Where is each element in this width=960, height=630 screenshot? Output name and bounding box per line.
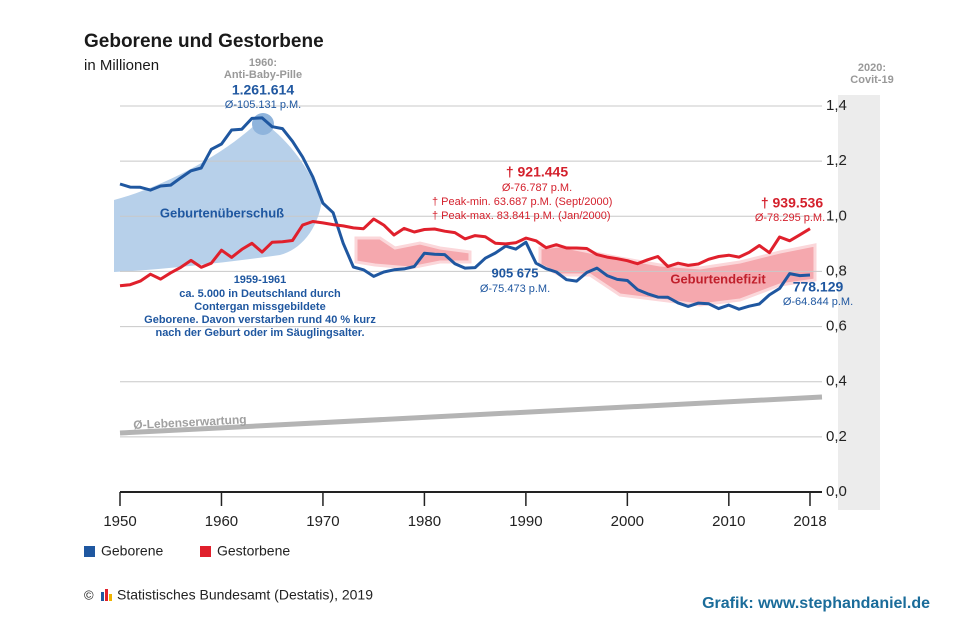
x-tick-label: 2000 <box>611 513 644 530</box>
annotation: 1.261.614 <box>232 82 294 98</box>
legend-label: Geborene <box>101 543 163 559</box>
x-tick-label: 1970 <box>306 513 339 530</box>
annotation: Ø-78.295 p.M. <box>755 212 825 224</box>
y-tick-label: 0,4 <box>826 373 847 390</box>
series-line <box>119 116 811 311</box>
annotation: Geburtenüberschuß <box>160 205 284 220</box>
annotation: † 939.536 <box>761 195 823 211</box>
chart-title: Geborene und Gestorbene <box>84 31 324 52</box>
x-tick-label: 1960 <box>205 513 238 530</box>
annotation: 1960: <box>249 57 277 69</box>
annotation: † Peak-max. 83.841 p.M. (Jan/2000) <box>432 210 611 222</box>
y-tick-label: 0,2 <box>826 428 847 445</box>
annotation: Contergan missgebildete <box>194 301 325 313</box>
annotation: Covit-19 <box>850 74 893 86</box>
x-tick-label: 2018 <box>793 513 826 530</box>
chart-subtitle: in Millionen <box>84 57 159 74</box>
annotation: Ø-64.844 p.M. <box>783 296 853 308</box>
annotation: † Peak-min. 63.687 p.M. (Sept/2000) <box>432 196 612 208</box>
y-tick-label: 1,2 <box>826 152 847 169</box>
y-tick-label: 0,6 <box>826 318 847 335</box>
annotation: Geborene. Davon verstarben rund 40 % kur… <box>144 314 376 326</box>
annotation: 778.129 <box>793 279 844 295</box>
legend-label: Gestorbene <box>217 543 290 559</box>
y-tick-label: 1,4 <box>826 97 847 114</box>
annotation: Ø-75.473 p.M. <box>480 283 550 295</box>
annotation: Ø-Lebenserwartung <box>133 412 247 432</box>
y-tick-label: 0,0 <box>826 483 847 500</box>
annotation: 905 675 <box>492 265 539 280</box>
annotation: Anti-Baby-Pille <box>224 69 302 81</box>
annotation: ca. 5.000 in Deutschland durch <box>179 288 341 300</box>
x-tick-label: 1990 <box>509 513 542 530</box>
x-tick-label: 1950 <box>103 513 136 530</box>
deficit-area <box>354 236 472 270</box>
annotation: 1959-1961 <box>234 274 287 286</box>
surplus-area <box>114 120 322 272</box>
life-expectancy-line <box>119 394 823 436</box>
legend-swatch <box>84 546 95 557</box>
annotation: Ø-105.131 p.M. <box>225 99 301 111</box>
annotation: Geburtendefizit <box>670 271 766 286</box>
covid-band <box>838 95 880 510</box>
copyright: © <box>84 587 94 602</box>
annotation: 2020: <box>858 62 886 74</box>
source: Statistisches Bundesamt (Destatis), 2019 <box>117 587 373 603</box>
source-logo <box>101 589 112 601</box>
x-tick-label: 1980 <box>408 513 441 530</box>
y-tick-label: 0,8 <box>826 262 847 279</box>
y-tick-label: 1,0 <box>826 207 847 224</box>
legend-swatch <box>200 546 211 557</box>
x-tick-label: 2010 <box>712 513 745 530</box>
credit: Grafik: www.stephandaniel.de <box>702 595 930 612</box>
annotation: nach der Geburt oder im Säuglingsalter. <box>155 327 364 339</box>
annotation: † 921.445 <box>506 164 568 180</box>
annotation: Ø-76.787 p.M. <box>502 182 572 194</box>
series-line <box>119 217 811 288</box>
